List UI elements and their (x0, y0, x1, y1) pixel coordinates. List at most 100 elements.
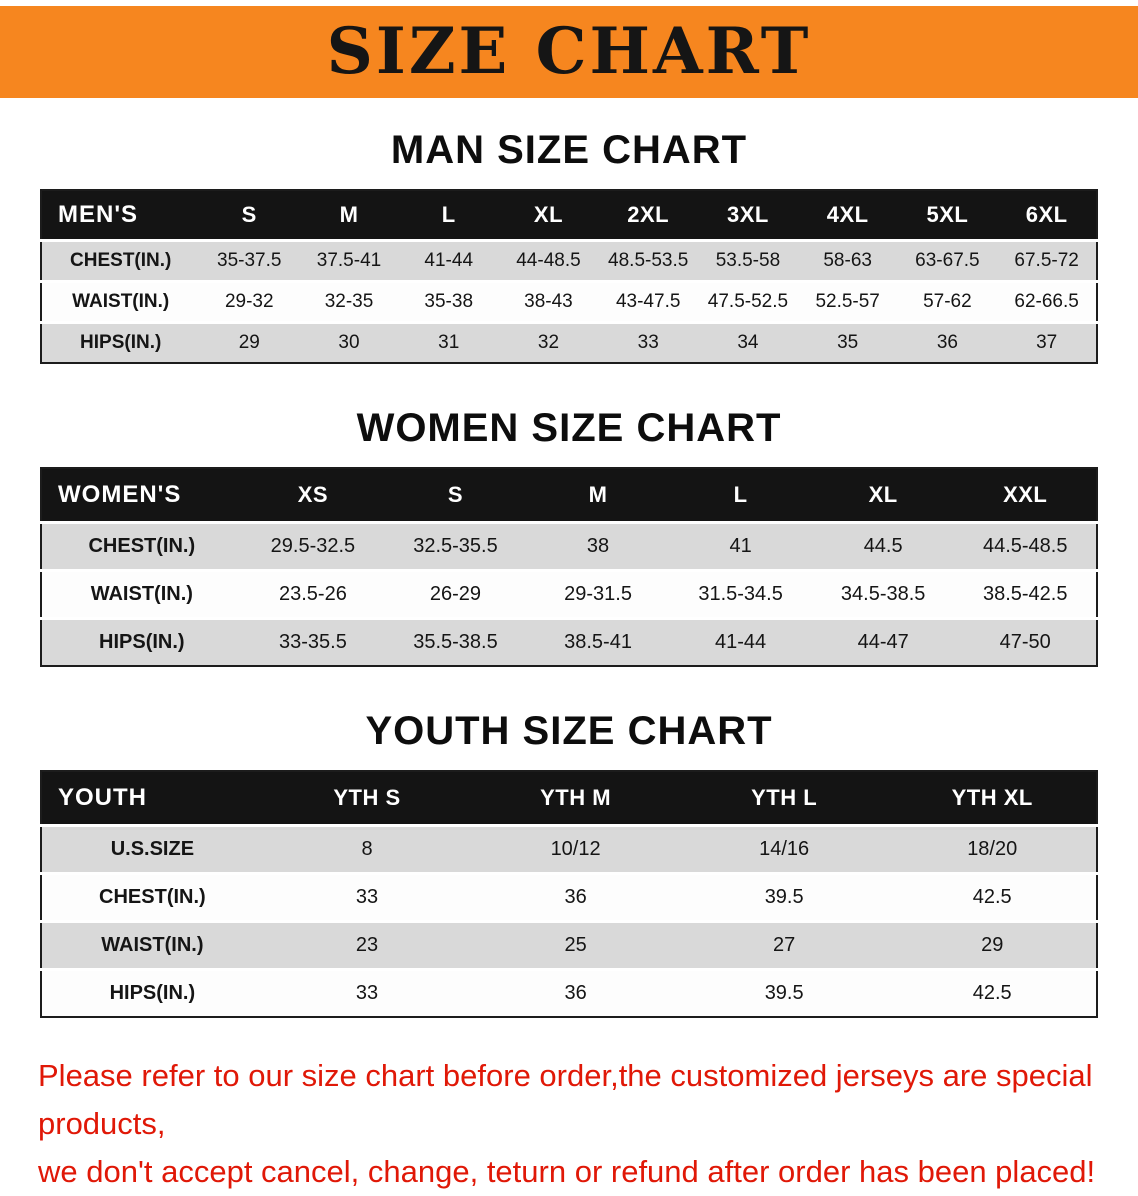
table-cell: 38 (526, 521, 670, 571)
table-cell: 35-37.5 (199, 239, 300, 282)
table-cell: 57-62 (897, 280, 998, 323)
table-cell: 43-47.5 (598, 280, 699, 323)
table-cell: 39.5 (679, 872, 889, 922)
size-column-header: YTH XL (888, 771, 1097, 826)
table-cell: 33-35.5 (241, 617, 385, 666)
row-label: CHEST(IN.) (41, 872, 263, 922)
table-row: CHEST(IN.) 29.5-32.5 32.5-35.5 38 41 44.5 44.5… (41, 521, 1097, 571)
table-cell: 37 (997, 321, 1097, 363)
table-title-cell: MEN'S (41, 190, 200, 241)
row-label: U.S.SIZE (41, 824, 263, 874)
table-cell: 47.5-52.5 (698, 280, 798, 323)
row-label: HIPS(IN.) (41, 617, 242, 666)
table-cell: 32 (498, 321, 599, 363)
table-cell: 29 (199, 321, 300, 363)
table-cell: 38.5-41 (526, 617, 670, 666)
youth-size-table: YOUTH YTH S YTH M YTH L YTH XL U.S.SIZE 8 10/12… (40, 770, 1098, 1018)
size-column-header: M (526, 468, 670, 523)
youth-size-section: YOUTH SIZE CHART YOUTH YTH S YTH M YTH L YTH… (0, 709, 1138, 1018)
women-section-heading: WOMEN SIZE CHART (356, 406, 782, 450)
table-cell: 27 (679, 920, 889, 970)
table-cell: 32-35 (299, 280, 399, 323)
size-column-header: S (384, 468, 527, 523)
notice-line-1: Please refer to our size chart before or… (38, 1058, 1093, 1142)
table-cell: 34 (698, 321, 798, 363)
table-cell: 52.5-57 (797, 280, 898, 323)
table-row: WAIST(IN.) 29-32 32-35 35-38 38-43 43-47.5 47.… (41, 280, 1097, 323)
table-cell: 25 (471, 920, 680, 970)
youth-section-heading: YOUTH SIZE CHART (365, 709, 773, 753)
size-column-header: YTH M (471, 771, 680, 826)
table-cell: 44-47 (811, 617, 955, 666)
table-cell: 33 (598, 321, 699, 363)
table-cell: 44-48.5 (498, 239, 599, 282)
table-cell: 8 (262, 824, 472, 874)
size-column-header: M (299, 190, 399, 241)
table-cell: 37.5-41 (299, 239, 399, 282)
table-cell: 33 (262, 872, 472, 922)
table-cell: 33 (262, 968, 472, 1017)
men-size-section: MAN SIZE CHART MEN'S S M L XL 2XL 3XL 4XL 5XL 6XL… (0, 128, 1138, 364)
row-label: CHEST(IN.) (41, 521, 242, 571)
notice-line-2: we don't accept cancel, change, teturn o… (38, 1154, 1096, 1190)
page-title: SIZE CHART (326, 14, 812, 89)
table-cell: 42.5 (888, 872, 1097, 922)
table-header-row: YOUTH YTH S YTH M YTH L YTH XL (41, 771, 1097, 826)
table-cell: 62-66.5 (997, 280, 1097, 323)
table-cell: 10/12 (471, 824, 680, 874)
size-chart-page: SIZE CHART MAN SIZE CHART MEN'S S M L XL 2XL 3… (0, 6, 1138, 1196)
table-cell: 18/20 (888, 824, 1097, 874)
table-row: HIPS(IN.) 33-35.5 35.5-38.5 38.5-41 41-44 44-… (41, 617, 1097, 666)
women-size-table: WOMEN'S XS S M L XL XXL CHEST(IN.) 29.5-32.5 32.5… (40, 467, 1098, 667)
table-cell: 29 (888, 920, 1097, 970)
table-cell: 23 (262, 920, 472, 970)
size-column-header: S (199, 190, 300, 241)
table-title-cell: YOUTH (41, 771, 263, 826)
table-cell: 35.5-38.5 (384, 617, 527, 666)
men-size-table: MEN'S S M L XL 2XL 3XL 4XL 5XL 6XL CHEST(IN.) 35-37… (40, 189, 1098, 364)
table-cell: 29-31.5 (526, 569, 670, 619)
table-cell: 35 (797, 321, 898, 363)
table-row: HIPS(IN.) 33 36 39.5 42.5 (41, 968, 1097, 1017)
table-cell: 14/16 (679, 824, 889, 874)
size-column-header: 4XL (797, 190, 898, 241)
table-cell: 36 (471, 872, 680, 922)
table-cell: 53.5-58 (698, 239, 798, 282)
table-cell: 42.5 (888, 968, 1097, 1017)
women-size-section: WOMEN SIZE CHART WOMEN'S XS S M L XL XXL CHEST(… (0, 406, 1138, 667)
size-column-header: XL (498, 190, 599, 241)
table-cell: 63-67.5 (897, 239, 998, 282)
table-row: U.S.SIZE 8 10/12 14/16 18/20 (41, 824, 1097, 874)
table-cell: 48.5-53.5 (598, 239, 699, 282)
size-column-header: 2XL (598, 190, 699, 241)
table-cell: 31.5-34.5 (669, 569, 812, 619)
table-cell: 36 (897, 321, 998, 363)
size-column-header: XXL (954, 468, 1097, 523)
table-cell: 35-38 (398, 280, 499, 323)
table-cell: 23.5-26 (241, 569, 385, 619)
table-cell: 41-44 (398, 239, 499, 282)
men-section-heading: MAN SIZE CHART (390, 128, 748, 172)
size-column-header: YTH L (679, 771, 889, 826)
row-label: HIPS(IN.) (41, 321, 200, 363)
row-label: HIPS(IN.) (41, 968, 263, 1017)
row-label: CHEST(IN.) (41, 239, 200, 282)
size-column-header: YTH S (262, 771, 472, 826)
table-cell: 41-44 (669, 617, 812, 666)
size-column-header: L (398, 190, 499, 241)
footer-notice: Please refer to our size chart before or… (38, 1052, 1114, 1196)
table-cell: 44.5 (811, 521, 955, 571)
size-column-header: 6XL (997, 190, 1097, 241)
size-column-header: L (669, 468, 812, 523)
table-row: WAIST(IN.) 23.5-26 26-29 29-31.5 31.5-34.5 34… (41, 569, 1097, 619)
table-title-cell: WOMEN'S (41, 468, 242, 523)
table-cell: 26-29 (384, 569, 527, 619)
table-row: CHEST(IN.) 35-37.5 37.5-41 41-44 44-48.5 48.5… (41, 239, 1097, 282)
row-label: WAIST(IN.) (41, 920, 263, 970)
table-cell: 29.5-32.5 (241, 521, 385, 571)
row-label: WAIST(IN.) (41, 569, 242, 619)
table-header-row: MEN'S S M L XL 2XL 3XL 4XL 5XL 6XL (41, 190, 1097, 241)
table-cell: 47-50 (954, 617, 1097, 666)
table-cell: 31 (398, 321, 499, 363)
table-row: WAIST(IN.) 23 25 27 29 (41, 920, 1097, 970)
